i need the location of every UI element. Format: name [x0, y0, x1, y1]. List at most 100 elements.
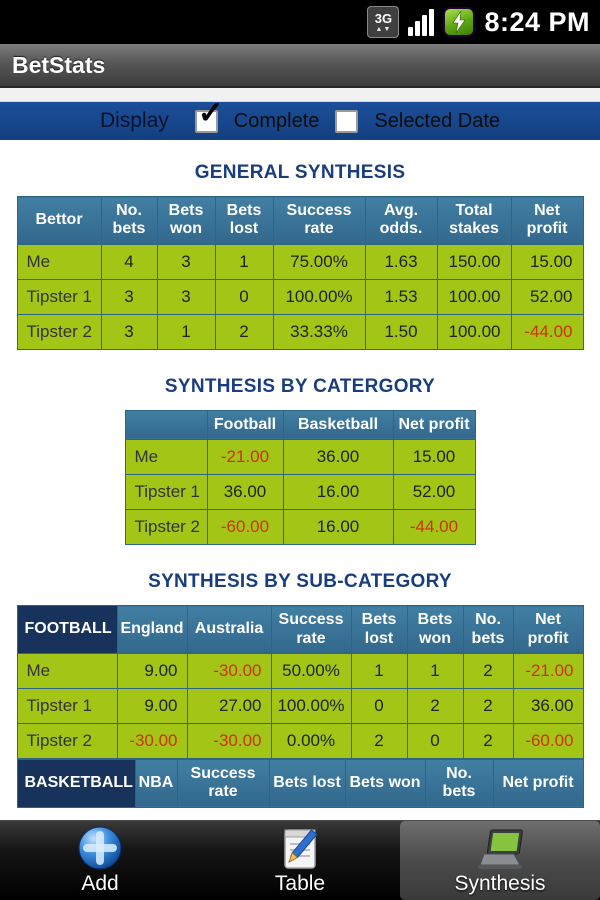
value-cell: 2 [214, 313, 274, 350]
column-header: Bets lost [350, 605, 408, 654]
row-label-cell: Tipster 2 [16, 313, 102, 350]
value-cell: 2 [462, 722, 514, 759]
network-arrows: ▲▼ [375, 25, 392, 33]
selected-date-checkbox[interactable] [335, 109, 359, 133]
value-cell: -21.00 [512, 652, 584, 689]
value-cell: 100.00 [436, 278, 512, 315]
nav-item-synthesis[interactable]: Synthesis [400, 821, 600, 900]
row-label-cell: Me [124, 439, 208, 476]
value-cell: 16.00 [282, 509, 394, 546]
table-header-row: FOOTBALL England Australia Success rate Bets… [16, 605, 584, 654]
table-row: Me 4 3 1 75.00% 1.63 150.00 15.00 [16, 243, 584, 280]
value-cell: 3 [156, 243, 216, 280]
value-cell: 36.00 [512, 687, 584, 724]
column-header: No. bets [424, 758, 494, 808]
status-bar: 3G ▲▼ 8:24 PM [0, 0, 600, 44]
nav-label-table: Table [274, 872, 326, 895]
value-cell: 4 [100, 243, 158, 280]
nav-item-table[interactable]: Table [200, 821, 400, 900]
value-cell: -44.00 [392, 509, 476, 546]
network-3g-icon: 3G ▲▼ [367, 6, 400, 38]
checkmark-icon: ✓ [197, 94, 224, 130]
column-header: Success rate [270, 605, 352, 654]
football-subcategory-table: FOOTBALL England Australia Success rate Bets… [16, 605, 584, 759]
nav-label-synthesis: Synthesis [454, 872, 546, 895]
value-cell: 1 [156, 313, 216, 350]
status-time: 8:24 PM [484, 6, 590, 37]
complete-checkbox[interactable]: ✓ [194, 97, 224, 133]
app-title: BetStats [12, 51, 106, 78]
value-cell: 15.00 [510, 243, 584, 280]
value-cell: 100.00 [436, 313, 512, 350]
value-cell: -30.00 [186, 652, 272, 689]
nav-item-add[interactable]: Add [0, 821, 200, 900]
value-cell: 2 [462, 687, 514, 724]
column-header: Australia [186, 605, 272, 654]
column-header: Success rate [176, 758, 270, 808]
table-header-row: Football Basketball Net profit [124, 409, 476, 441]
value-cell: -60.00 [206, 509, 284, 546]
value-cell: 52.00 [510, 278, 584, 315]
table-row: Tipster 2 -60.00 16.00 -44.00 [124, 509, 476, 546]
row-label-cell: Me [16, 652, 118, 689]
value-cell: 9.00 [116, 687, 188, 724]
column-header: Bets won [344, 758, 426, 808]
value-cell: -21.00 [206, 439, 284, 476]
column-header: No. bets [462, 605, 514, 654]
row-label-cell: Tipster 1 [124, 474, 208, 511]
section-title-general: GENERAL SYNTHESIS [194, 162, 406, 183]
lightning-bolt-icon [452, 11, 467, 33]
row-label-cell: Tipster 2 [124, 509, 208, 546]
value-cell: 36.00 [282, 439, 394, 476]
column-header: Net profit [492, 758, 584, 808]
column-header: Success rate [272, 196, 366, 245]
value-cell: 3 [100, 313, 158, 350]
column-header: Bettor [16, 196, 102, 245]
value-cell: 15.00 [392, 439, 476, 476]
column-header: Net profit [512, 605, 584, 654]
complete-label: Complete [233, 109, 320, 132]
value-cell: 1.53 [364, 278, 438, 315]
bottom-nav: Add Table [0, 820, 600, 900]
column-header: Bets won [406, 605, 464, 654]
column-header: England [116, 605, 188, 654]
column-header: Bets won [156, 196, 216, 245]
value-cell: 75.00% [272, 243, 366, 280]
column-header: FOOTBALL [16, 605, 118, 654]
synthesis-icon [478, 829, 523, 869]
value-cell: -30.00 [186, 722, 272, 759]
column-header: Football [206, 409, 284, 441]
table-row: Me 9.00 -30.00 50.00% 1 1 2 -21.00 [16, 652, 584, 689]
value-cell: -60.00 [512, 722, 584, 759]
title-divider [0, 88, 600, 102]
row-label-cell: Tipster 1 [16, 687, 118, 724]
value-cell: 100.00% [270, 687, 352, 724]
value-cell: 1 [350, 652, 408, 689]
table-icon [284, 829, 318, 869]
value-cell: 2 [406, 687, 464, 724]
value-cell: 9.00 [116, 652, 188, 689]
row-label-cell: Tipster 2 [16, 722, 118, 759]
selected-date-label: Selected Date [374, 109, 501, 132]
value-cell: 0 [350, 687, 408, 724]
basketball-subcategory-table: BASKETBALL NBA Success rate Bets lost Bets w… [16, 758, 584, 808]
column-header: Avg. odds. [364, 196, 438, 245]
value-cell: 0.00% [270, 722, 352, 759]
value-cell: -44.00 [510, 313, 584, 350]
table-header-row: BASKETBALL NBA Success rate Bets lost Bets w… [16, 758, 584, 808]
value-cell: 3 [100, 278, 158, 315]
value-cell: 1.50 [364, 313, 438, 350]
value-cell: 16.00 [282, 474, 394, 511]
synthesis-content: GENERAL SYNTHESIS Bettor No. bets Bets won… [0, 140, 600, 820]
display-filter-bar: Display ✓ Complete Selected Date [0, 97, 600, 140]
section-title-category: SYNTHESIS BY CATERGORY [164, 375, 436, 397]
column-header [124, 409, 208, 441]
value-cell: 1 [406, 652, 464, 689]
category-synthesis-table: Football Basketball Net profit Me -21.00 36.0… [124, 409, 476, 546]
value-cell: 33.33% [272, 313, 366, 350]
add-icon [78, 826, 122, 870]
column-header: Net profit [392, 409, 476, 441]
value-cell: 1 [214, 243, 274, 280]
row-label-cell: Me [16, 243, 102, 280]
